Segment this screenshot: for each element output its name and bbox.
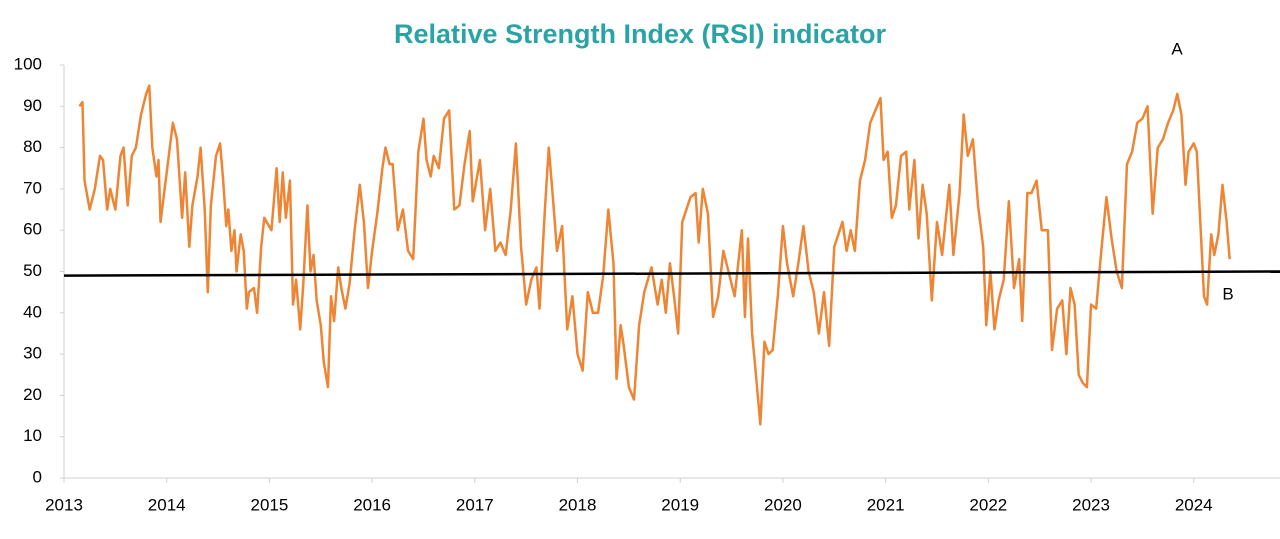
- x-tick-label: 2014: [148, 495, 186, 514]
- y-tick-label: 40: [23, 302, 42, 321]
- y-tick-label: 0: [33, 467, 42, 486]
- x-tick-label: 2020: [764, 495, 802, 514]
- x-tick-label: 2013: [45, 495, 83, 514]
- x-tick-label: 2019: [661, 495, 699, 514]
- x-tick-label: 2018: [559, 495, 597, 514]
- y-tick-label: 70: [23, 178, 42, 197]
- y-tick-label: 60: [23, 220, 42, 239]
- x-tick-label: 2017: [456, 495, 494, 514]
- annotation: B: [1222, 284, 1233, 303]
- y-tick-label: 50: [23, 261, 42, 280]
- x-tick-label: 2023: [1072, 495, 1110, 514]
- reference-line: [63, 270, 1280, 277]
- y-tick-label: 20: [23, 385, 42, 404]
- chart-title: Relative Strength Index (RSI) indicator: [394, 19, 887, 49]
- annotation: A: [1171, 39, 1183, 58]
- y-tick-label: 80: [23, 137, 42, 156]
- y-tick-label: 100: [14, 54, 42, 73]
- x-tick-label: 2024: [1175, 495, 1213, 514]
- rsi-line: [78, 84, 1231, 426]
- x-tick-label: 2022: [969, 495, 1007, 514]
- x-tick-label: 2021: [867, 495, 905, 514]
- y-tick-label: 90: [23, 96, 42, 115]
- x-tick-label: 2015: [250, 495, 288, 514]
- y-tick-label: 30: [23, 344, 42, 363]
- x-tick-label: 2016: [353, 495, 391, 514]
- y-tick-label: 10: [23, 426, 42, 445]
